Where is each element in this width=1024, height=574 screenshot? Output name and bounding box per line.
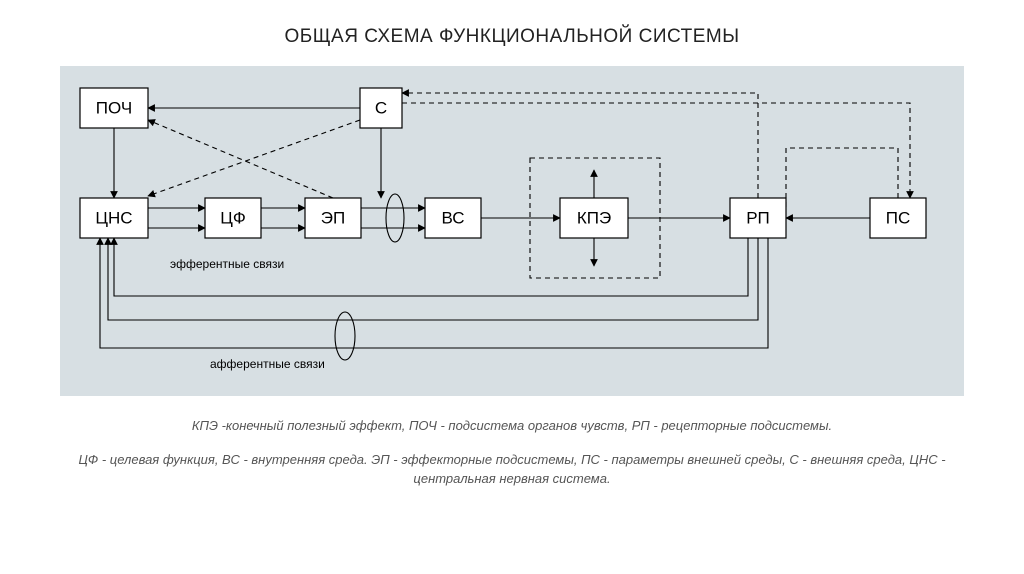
node-label-ps: ПС [886, 209, 911, 228]
efferent-label: эфферентные связи [170, 257, 284, 271]
node-label-poch: ПОЧ [96, 99, 132, 118]
node-label-vs: ВС [441, 209, 464, 228]
legend-line-2: ЦФ - целевая функция, ВС - внутренняя ср… [60, 450, 964, 489]
node-label-cns: ЦНС [95, 209, 132, 228]
legend-line-1: КПЭ -конечный полезный эффект, ПОЧ - под… [60, 416, 964, 436]
node-label-cf: ЦФ [220, 209, 246, 228]
node-label-c: С [375, 99, 387, 118]
node-label-ep: ЭП [321, 209, 345, 228]
page-title: ОБЩАЯ СХЕМА ФУНКЦИОНАЛЬНОЙ СИСТЕМЫ [0, 0, 1024, 48]
functional-system-diagram: ПОЧ С ЦНС ЦФ ЭП ВС КПЭ РП ПС эфферентные связи афф… [0, 48, 1024, 408]
node-label-rp: РП [746, 209, 770, 228]
node-label-kpe: КПЭ [577, 209, 611, 228]
legend-block: КПЭ -конечный полезный эффект, ПОЧ - под… [0, 416, 1024, 489]
afferent-label: афферентные связи [210, 357, 325, 371]
